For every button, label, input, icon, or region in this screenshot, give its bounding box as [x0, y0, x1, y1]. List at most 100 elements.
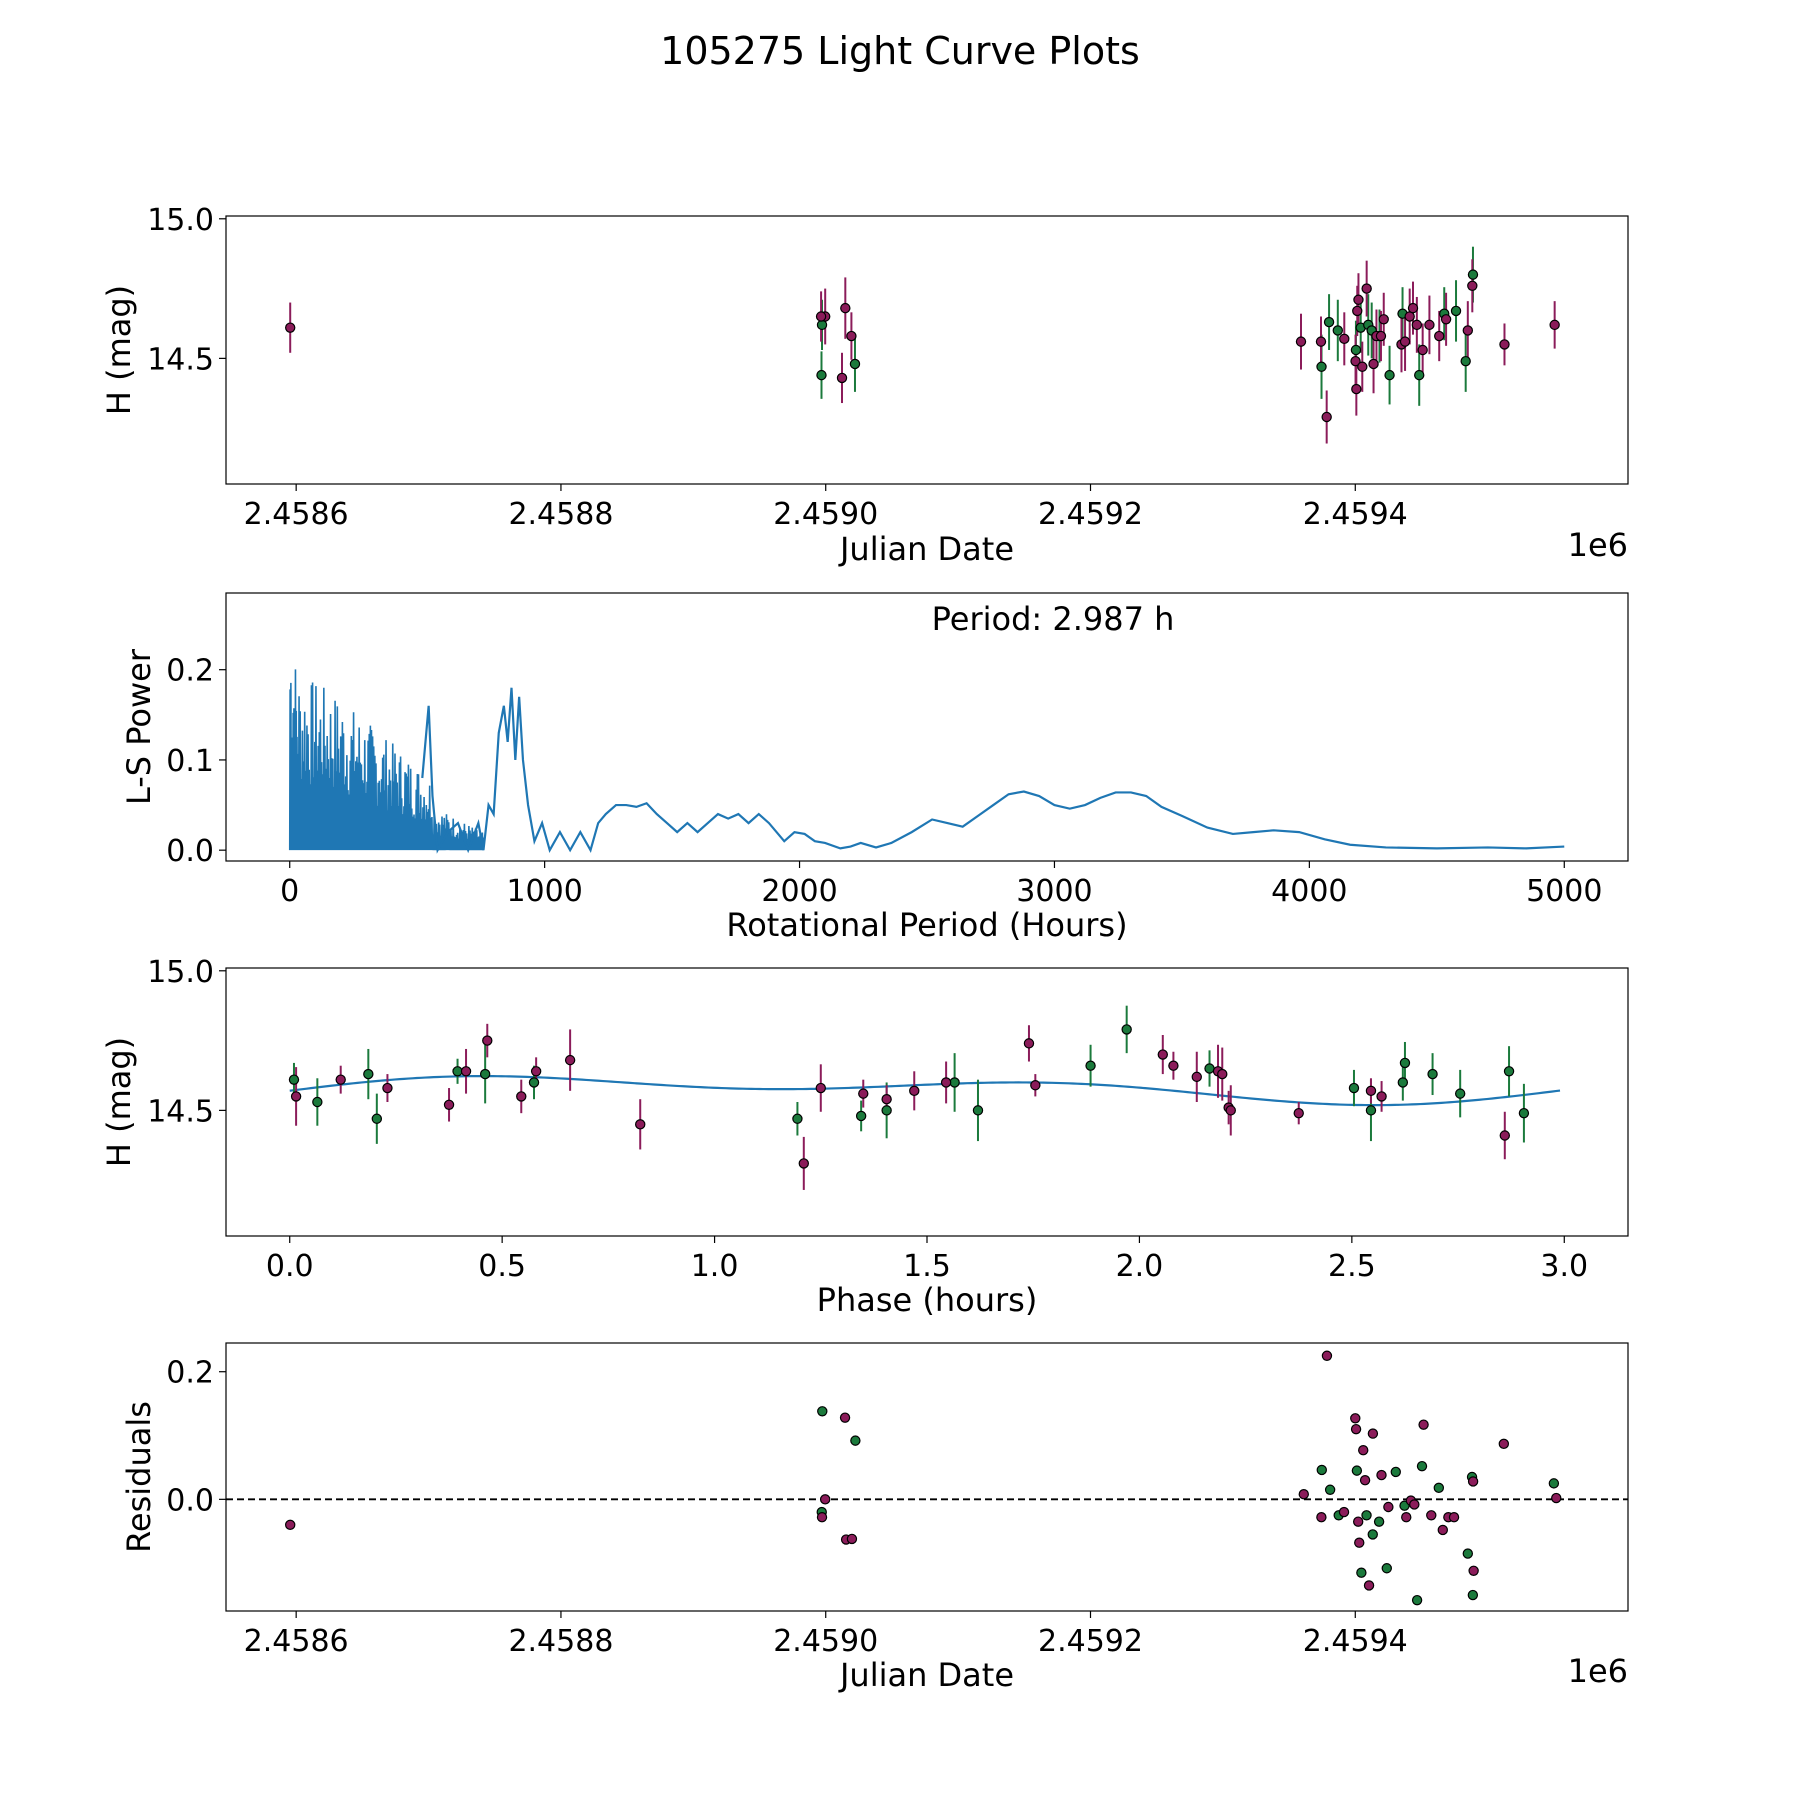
residuals-point-r — [1350, 1423, 1362, 1435]
residuals-point-g — [1548, 1478, 1560, 1489]
phased-fit-curve — [289, 1074, 1561, 1107]
phased-point-g — [1348, 1082, 1360, 1094]
phased-point-r — [443, 1099, 455, 1110]
residuals-xtick-label: 2.4586 — [244, 1624, 349, 1659]
residuals-xlabel: Julian Date — [838, 1656, 1014, 1694]
residuals-ylabel: Residuals — [120, 1401, 158, 1553]
residuals-xtick-label: 2.4590 — [773, 1624, 878, 1659]
residuals-point-g — [1433, 1482, 1445, 1494]
lightcurve-point-r — [1399, 336, 1411, 347]
phased-point-r — [290, 1091, 302, 1102]
lightcurve-point-r — [1350, 355, 1361, 367]
periodogram-envelope — [288, 669, 485, 851]
periodogram-xtick-label: 4000 — [1271, 874, 1347, 909]
lightcurve-point-r — [1352, 305, 1363, 317]
residuals-point-r — [1358, 1444, 1369, 1456]
periodogram-ylabel: L-S Power — [120, 648, 158, 805]
residuals-point-g — [1373, 1516, 1385, 1527]
residuals-point-r — [1359, 1474, 1371, 1486]
phased-point-g — [1365, 1105, 1377, 1116]
periodogram-ytick-label: 0.2 — [166, 654, 214, 689]
phased-point-g — [288, 1074, 300, 1085]
phased-point-r — [881, 1094, 892, 1105]
lightcurve-point-r — [1361, 283, 1372, 294]
phased-point-g — [1518, 1107, 1530, 1119]
residuals-point-g — [1462, 1548, 1474, 1559]
lightcurve-point-g — [1414, 369, 1425, 381]
residuals-point-r — [1401, 1511, 1412, 1523]
phased-point-r — [635, 1119, 646, 1130]
phased-point-g — [972, 1105, 984, 1116]
phased-point-r — [516, 1091, 527, 1102]
residuals-point-r — [1321, 1350, 1333, 1361]
residuals-point-r — [1409, 1499, 1420, 1510]
lightcurve-point-r — [1440, 314, 1452, 325]
phased-point-g — [1121, 1024, 1132, 1035]
residuals-ticks: 2.4586 2.4588 2.4590 2.4592 2.4594 0.2 0.0 — [166, 1356, 1407, 1659]
residuals-point-g — [1361, 1510, 1372, 1521]
lightcurve-axes-frame — [225, 215, 1629, 485]
periodogram-xtick-label: 2000 — [761, 874, 837, 909]
phased-point-r — [858, 1088, 869, 1099]
residuals-panel: 2.4586 2.4588 2.4590 2.4592 2.4594 0.2 0.0 Jul… — [120, 1342, 1629, 1694]
lightcurve-point-r — [1462, 325, 1474, 336]
residuals-point-r — [1448, 1511, 1460, 1523]
lightcurve-point-g — [1460, 355, 1471, 367]
residuals-point-g — [850, 1435, 861, 1446]
phased-ticks: 0.0 0.5 1.0 1.5 2.0 2.5 3.0 15.0 14.5 — [147, 955, 1588, 1284]
phased-xtick-label: 0.0 — [266, 1249, 314, 1284]
residuals-xtick-label: 2.4588 — [508, 1624, 613, 1659]
periodogram-ytick-label: 0.0 — [166, 834, 214, 869]
phased-axes-frame — [225, 967, 1629, 1237]
lightcurve-point-g — [1323, 316, 1335, 328]
residuals-point-r — [1468, 1565, 1479, 1577]
phased-point-r — [382, 1082, 393, 1094]
phased-panel: 0.0 0.5 1.0 1.5 2.0 2.5 3.0 15.0 14.5 Phase (hou… — [100, 955, 1629, 1319]
period-annotation: Period: 2.987 h — [932, 600, 1175, 638]
lightcurve-point-r — [1351, 383, 1362, 395]
lightcurve-point-r — [840, 302, 851, 314]
lightcurve-errorbars — [289, 246, 1556, 444]
phased-point-g — [1399, 1057, 1411, 1069]
periodogram-xtick-label: 5000 — [1526, 874, 1602, 909]
lightcurve-ylabel: H (mag) — [100, 285, 138, 415]
lightcurve-xtick-label: 2.4588 — [508, 497, 613, 532]
periodogram-line — [421, 687, 1565, 854]
lightcurve-point-g — [1467, 269, 1479, 280]
residuals-point-r — [839, 1412, 851, 1423]
residuals-point-g — [1467, 1589, 1479, 1601]
periodogram-xlabel: Rotational Period (Hours) — [726, 906, 1127, 944]
residuals-point-r — [816, 1511, 828, 1523]
phased-xtick-label: 2.0 — [1116, 1249, 1164, 1284]
lightcurve-point-r — [1357, 361, 1368, 372]
phased-point-r — [1217, 1068, 1228, 1080]
phased-xlabel: Phase (hours) — [817, 1281, 1038, 1319]
phased-point-g — [1454, 1088, 1466, 1099]
phased-point-g — [1397, 1077, 1409, 1088]
lightcurve-point-r — [1549, 319, 1560, 331]
lightcurve-point-r — [1378, 314, 1389, 325]
periodogram-ytick-label: 0.1 — [166, 744, 214, 779]
lightcurve-point-g — [1450, 305, 1462, 317]
lightcurve-points — [285, 269, 1560, 423]
residuals-point-r — [846, 1533, 858, 1545]
lightcurve-point-r — [1424, 319, 1435, 331]
phased-xtick-label: 0.5 — [478, 1249, 526, 1284]
lightcurve-ytick-label: 15.0 — [147, 203, 214, 238]
residuals-point-g — [1356, 1567, 1367, 1578]
lightcurve-xtick-label: 2.4592 — [1038, 497, 1143, 532]
phased-xtick-label: 3.0 — [1540, 1249, 1588, 1284]
residuals-points — [285, 1350, 1562, 1606]
lightcurve-xtick-label: 2.4590 — [773, 497, 878, 532]
residuals-point-g — [1416, 1460, 1428, 1472]
residuals-ytick-label: 0.2 — [166, 1356, 214, 1391]
lightcurve-point-r — [1339, 333, 1350, 345]
periodogram-xtick-label: 0 — [280, 874, 299, 909]
phased-point-g — [855, 1110, 867, 1122]
residuals-point-g — [1367, 1529, 1378, 1540]
phased-point-r — [1157, 1049, 1168, 1060]
residuals-point-r — [1363, 1580, 1375, 1591]
lightcurve-point-r — [1417, 344, 1428, 356]
phased-point-g — [528, 1077, 540, 1088]
